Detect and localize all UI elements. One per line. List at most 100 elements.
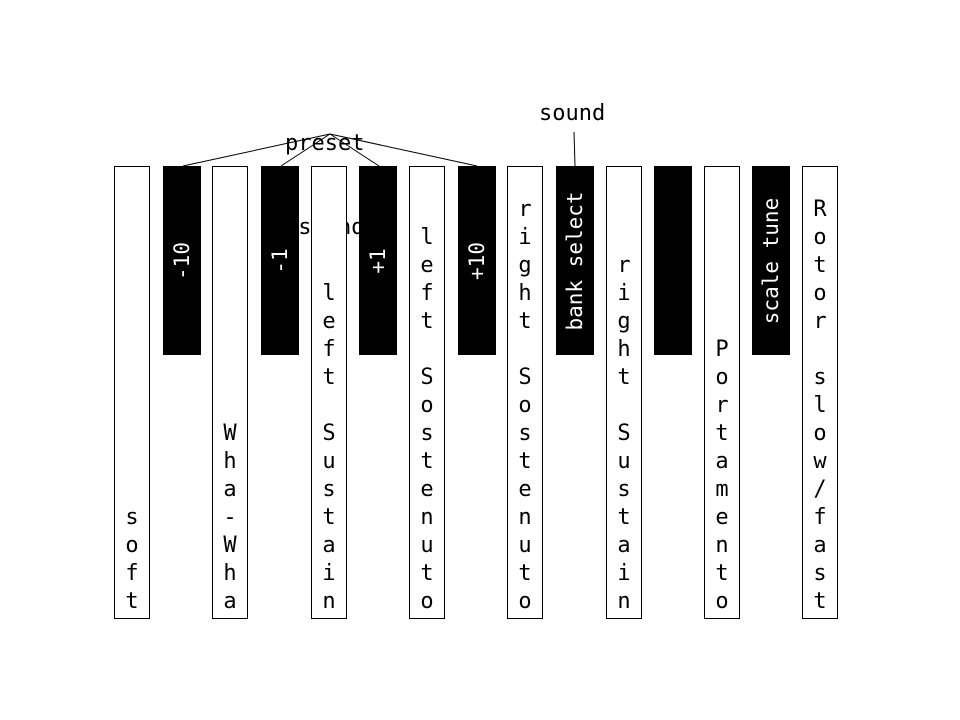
key-label-char: o [813,421,827,446]
key-label-char: a [223,589,237,614]
key-label-char [322,392,335,420]
key-label-char [518,336,531,364]
black-key-plus-10[interactable]: +10 [458,166,496,355]
key-label-char: f [322,337,336,362]
key-label-char: t [813,253,827,278]
key-label-char: h [518,281,532,306]
key-label-char: t [420,561,434,586]
key-label-char: h [617,337,631,362]
key-label-char: s [617,477,631,502]
key-label-char: r [518,197,532,222]
key-label-char: i [617,281,631,306]
key-label-char: f [420,281,434,306]
black-key-minus-1[interactable]: -1 [261,166,299,355]
black-key-label: +10 [465,241,489,280]
key-label-char: l [420,225,434,250]
key-label-char: r [617,253,631,278]
key-label-char: a [715,449,729,474]
key-label-char: o [813,225,827,250]
key-label-char: a [617,533,631,558]
black-key-label: -1 [268,247,292,274]
key-label-char: R [813,197,827,222]
key-label-char: t [813,589,827,614]
key-label-char: g [518,253,532,278]
key-label-char: t [125,589,139,614]
key-label-char: i [322,561,336,586]
key-label-char: s [813,365,827,390]
black-key-blank[interactable] [654,166,692,355]
key-label-char: u [322,449,336,474]
key-label-char: S [322,421,336,446]
black-key-minus-10[interactable]: -10 [163,166,201,355]
key-label-char: u [420,533,434,558]
key-label-char: n [617,589,631,614]
key-label-char: S [617,421,631,446]
key-label-char: s [322,477,336,502]
key-label-char: a [322,533,336,558]
key-label-char: t [617,365,631,390]
key-label-char: t [322,505,336,530]
key-label-char: o [420,393,434,418]
key-label-char: o [715,365,729,390]
key-label-char: o [715,589,729,614]
key-label-char: a [813,533,827,558]
key-label-char: e [420,477,434,502]
key-label-char: g [617,309,631,334]
key-label-char: t [322,365,336,390]
key-label-char [617,392,630,420]
black-key-label: +1 [366,247,390,274]
key-label-char [420,336,433,364]
key-label-char: o [518,589,532,614]
key-label-char: i [617,561,631,586]
key-label-char: n [715,533,729,558]
key-label-char: r [715,393,729,418]
key-label-char: o [518,393,532,418]
key-label-char: P [715,337,729,362]
key-label-char: t [420,309,434,334]
sound-annotation: sound [539,101,606,126]
key-label-char: h [223,561,237,586]
key-label-char: m [715,477,729,502]
key-label-char: t [420,449,434,474]
black-key-plus-1[interactable]: +1 [359,166,397,355]
black-key-label: -10 [170,241,194,280]
preset-annotation-line1: preset [285,131,365,156]
key-label-char: t [518,561,532,586]
key-label-char: l [813,393,827,418]
key-label-char: o [125,533,139,558]
key-label-char: s [518,421,532,446]
key-label-char: n [518,505,532,530]
key-label-char: s [420,421,434,446]
black-key-bank-select[interactable]: bank select [556,166,594,355]
key-label-char: n [322,589,336,614]
key-label-char: S [420,365,434,390]
key-label-char: e [420,253,434,278]
key-label-char: w [813,449,827,474]
key-label-char: n [420,505,434,530]
key-label-char: W [223,421,237,446]
key-label-char: t [518,309,532,334]
key-label-char: f [125,561,139,586]
key-label-char: i [518,225,532,250]
key-label-char: S [518,365,532,390]
key-label-char: r [813,309,827,334]
key-label-char: s [813,561,827,586]
black-key-scale-tune[interactable]: scale tune [752,166,790,355]
key-label-char: t [617,505,631,530]
key-label-char [813,336,826,364]
key-label-char: W [223,533,237,558]
